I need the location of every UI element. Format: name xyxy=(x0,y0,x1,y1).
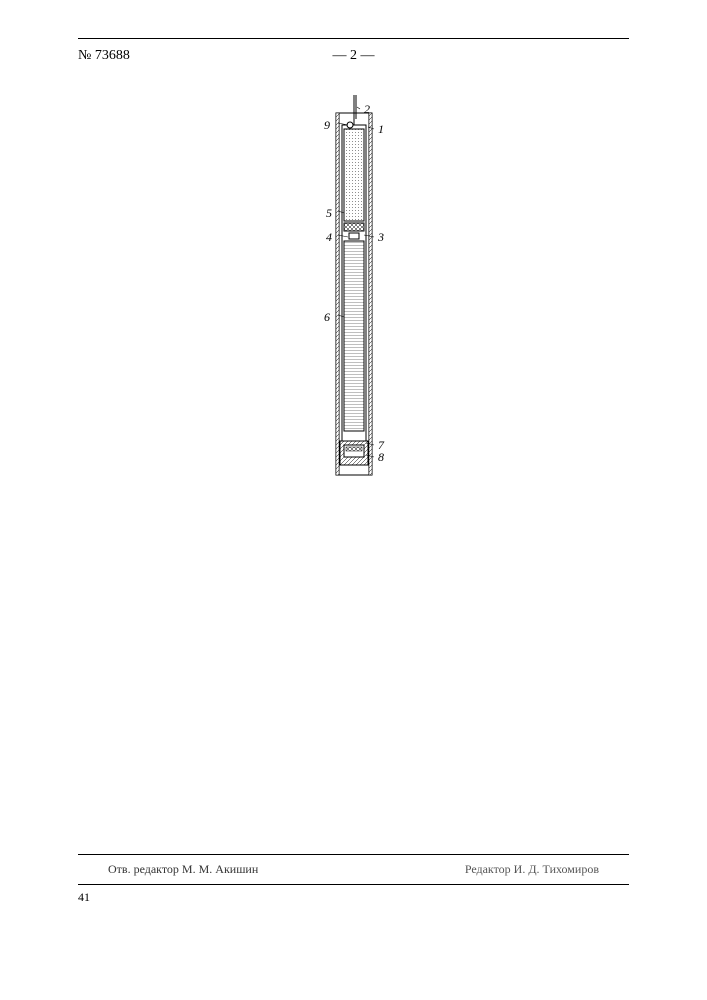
svg-text:9: 9 xyxy=(324,118,330,132)
svg-text:3: 3 xyxy=(377,230,384,244)
rule-top xyxy=(78,38,629,39)
svg-text:5: 5 xyxy=(326,206,332,220)
rule-bottom-2 xyxy=(78,884,629,885)
figure-container: 291543678 xyxy=(0,95,707,500)
svg-text:6: 6 xyxy=(324,310,330,324)
svg-text:4: 4 xyxy=(326,230,332,244)
editor-responsible: Отв. редактор М. М. Акишин xyxy=(108,862,258,877)
page: № 73688 — 2 — 291543678 Отв. редактор М.… xyxy=(0,0,707,1000)
editor: Редактор И. Д. Тихомиров xyxy=(465,862,599,877)
svg-text:2: 2 xyxy=(364,102,370,116)
device-cross-section: 291543678 xyxy=(294,95,414,495)
page-number: — 2 — xyxy=(0,48,707,64)
rule-bottom-1 xyxy=(78,854,629,855)
folio-number: 41 xyxy=(78,890,90,905)
svg-text:1: 1 xyxy=(378,122,384,136)
svg-text:8: 8 xyxy=(378,450,384,464)
